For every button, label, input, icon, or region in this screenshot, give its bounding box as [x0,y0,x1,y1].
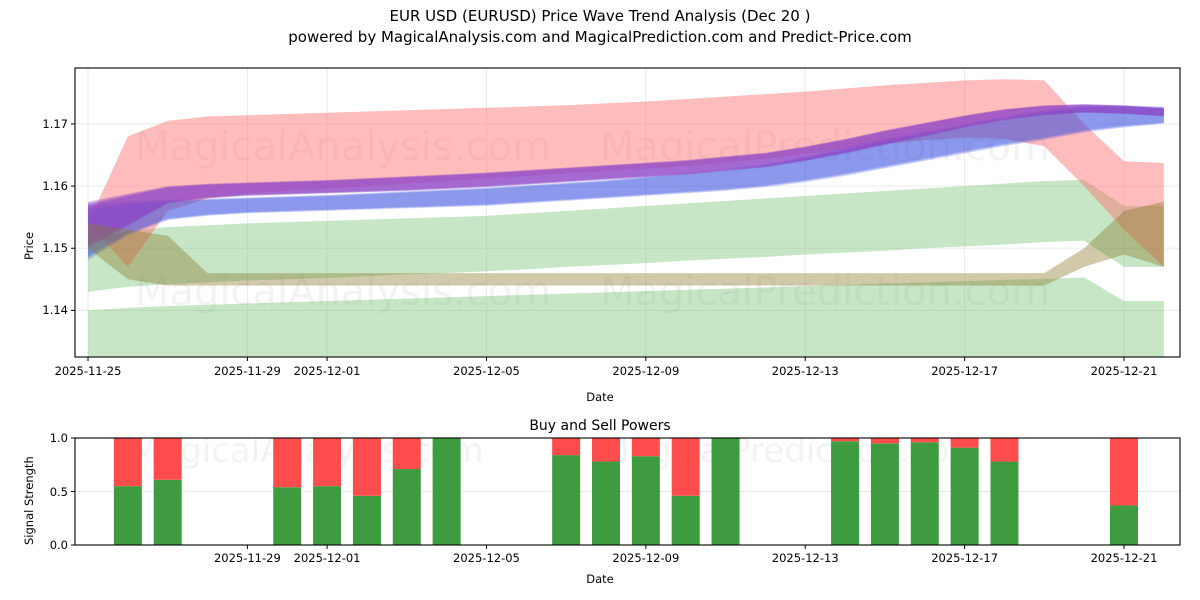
signal-bars [113,438,1138,545]
bars-y-tick: 1.0 [49,431,68,445]
main-x-tick: 2025-12-01 [293,364,361,378]
main-y-tick: 1.15 [42,241,68,256]
main-x-tick: 2025-11-29 [213,364,281,378]
page-title: EUR USD (EURUSD) Price Wave Trend Analys… [389,7,811,25]
main-x-axis-label: Date [586,390,614,404]
svg-text:MagicalAnalysis.com: MagicalAnalysis.com [135,269,551,315]
main-x-tick: 2025-12-13 [771,364,839,378]
svg-text:MagicalPrediction.com: MagicalPrediction.com [600,124,1050,170]
main-x-tick: 2025-11-25 [54,364,122,378]
bars-x-tick: 2025-12-05 [453,551,520,565]
main-y-tick: 1.17 [42,116,68,131]
svg-text:MagicalAnalysis.com: MagicalAnalysis.com [135,124,551,170]
main-y-tick: 1.16 [42,179,68,194]
bars-x-tick: 2025-12-13 [771,551,839,565]
bars-axis-ticks [71,437,1125,549]
bars-x-tick: 2025-12-01 [293,551,361,565]
svg-text:MagicalPrediction.com: MagicalPrediction.com [600,269,1050,315]
bars-x-axis-label: Date [586,572,614,586]
bars-y-axis-label: Signal Strength [22,456,36,545]
bars-x-tick: 2025-12-09 [612,551,680,565]
bars-x-tick: 2025-12-17 [931,551,999,565]
wave-bands [88,79,1164,357]
main-watermarks: MagicalAnalysis.com MagicalPrediction.com… [135,124,1050,315]
main-x-tick: 2025-12-05 [453,364,520,378]
bars-y-tick: 0.0 [49,538,68,552]
main-gridlines [75,68,1180,357]
main-x-tick: 2025-12-09 [612,364,680,378]
bars-title: Buy and Sell Powers [529,418,671,434]
title-block: EUR USD (EURUSD) Price Wave Trend Analys… [0,6,1200,48]
main-x-tick: 2025-12-17 [931,364,999,378]
main-x-tick: 2025-12-21 [1090,364,1158,378]
page-subtitle: powered by MagicalAnalysis.com and Magic… [288,28,912,46]
bars-x-tick: 2025-11-29 [213,551,281,565]
main-axis-ticks [71,123,1125,361]
bars-x-tick: 2025-12-21 [1090,551,1158,565]
bars-y-tick: 0.5 [49,484,68,499]
main-y-tick: 1.14 [42,303,68,318]
main-plot-border [74,67,1181,358]
svg-text:MagicalAnalysis.com: MagicalAnalysis.com [130,431,484,471]
